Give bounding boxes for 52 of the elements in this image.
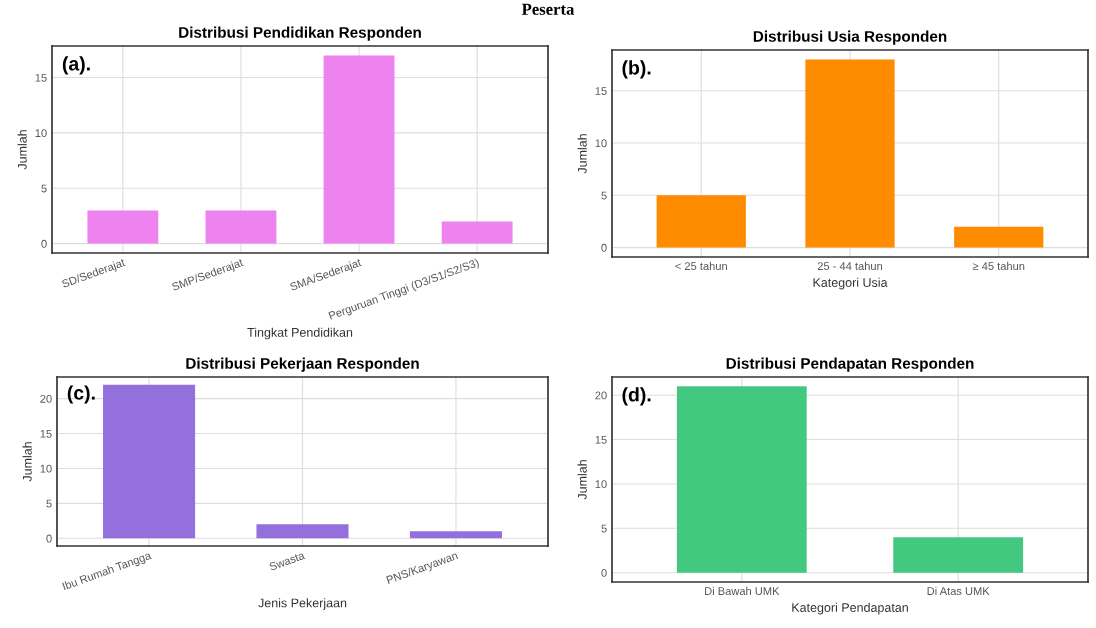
- y-tick-label: 0: [46, 534, 52, 543]
- y-tick-label: 5: [46, 499, 52, 508]
- y-tick-label: 15: [40, 429, 52, 438]
- bar: [256, 524, 349, 539]
- x-tick-label: < 25 tahun: [675, 261, 727, 271]
- y-tick-label: 10: [595, 480, 607, 489]
- bar: [954, 226, 1044, 248]
- bar: [805, 59, 895, 248]
- annotation: (b).: [622, 60, 651, 79]
- y-tick-label: 5: [601, 524, 607, 533]
- bar: [441, 221, 513, 244]
- bar: [87, 210, 159, 244]
- y-axis-title: Jumlah: [577, 134, 587, 174]
- x-axis-title: Kategori Pendapatan: [792, 602, 908, 615]
- x-tick-label: 25 - 44 tahun: [817, 261, 883, 271]
- chart-title: Distribusi Pekerjaan Responden: [186, 357, 419, 372]
- y-tick-label: 15: [595, 435, 607, 444]
- chart-title: Distribusi Pendapatan Responden: [726, 357, 974, 372]
- y-tick-label: 10: [40, 464, 52, 473]
- y-tick-label: 0: [601, 243, 607, 252]
- bar: [656, 195, 746, 248]
- annotation: (d).: [622, 387, 651, 406]
- y-axis-title: Jumlah: [22, 442, 32, 482]
- text: Peserta: [521, 3, 575, 15]
- x-tick-label: Di Atas UMK: [927, 586, 990, 596]
- bar: [205, 210, 277, 244]
- x-axis-title: Tingkat Pendidikan: [247, 327, 353, 340]
- y-tick-label: 5: [41, 184, 47, 193]
- x-tick-label: Ibu Rumah Tangga: [61, 550, 153, 593]
- x-tick-label: Swasta: [268, 551, 306, 571]
- x-tick-label: ≥ 45 tahun: [972, 261, 1025, 271]
- annotation: (c).: [67, 385, 95, 404]
- y-tick-label: 0: [41, 239, 47, 248]
- y-tick-label: 0: [601, 568, 607, 577]
- annotation: (a).: [62, 56, 90, 75]
- chart-title: Distribusi Pendidikan Responden: [179, 26, 421, 41]
- bar: [323, 55, 395, 244]
- chart-title: Distribusi Usia Responden: [753, 30, 947, 45]
- y-tick-label: 10: [35, 129, 47, 138]
- x-axis-title: Jenis Pekerjaan: [258, 598, 347, 610]
- y-tick-label: 15: [595, 87, 607, 95]
- y-tick-label: 20: [40, 394, 52, 403]
- bar: [103, 384, 196, 539]
- x-tick-label: Di Bawah UMK: [705, 586, 780, 596]
- y-tick-label: 20: [595, 391, 607, 400]
- bar: [409, 531, 502, 539]
- y-tick-label: 5: [601, 191, 607, 200]
- y-axis-title: Jumlah: [17, 130, 27, 170]
- y-tick-label: 15: [35, 73, 47, 82]
- x-axis-title: Kategori Usia: [813, 277, 888, 290]
- y-tick-label: 10: [595, 139, 607, 148]
- y-axis-title: Jumlah: [577, 460, 587, 500]
